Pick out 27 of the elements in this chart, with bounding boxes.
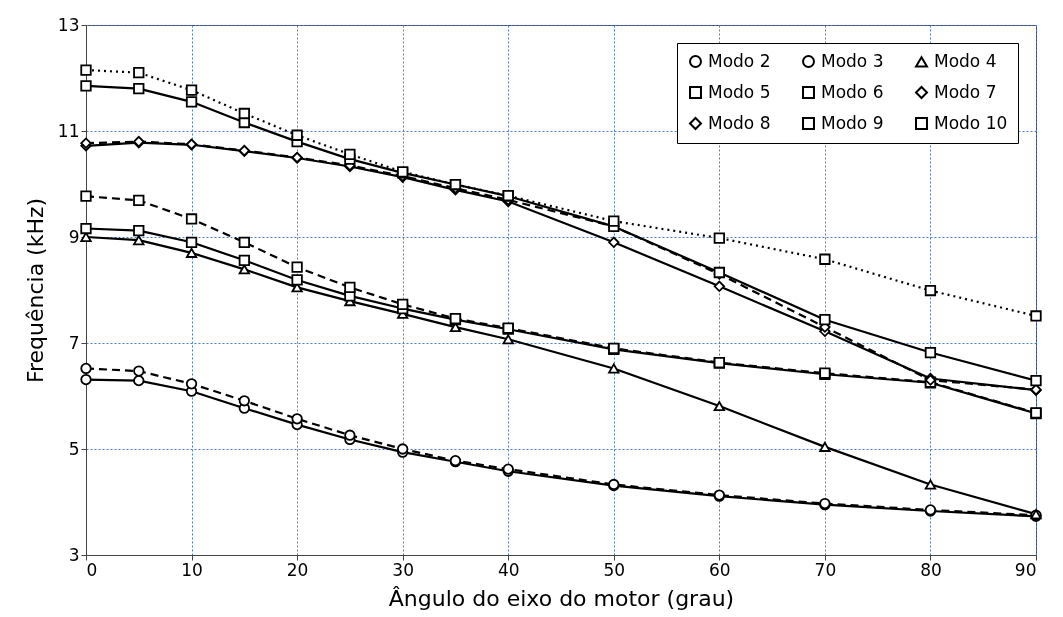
x-tick-label: 0 (86, 559, 98, 580)
x-tick-label: 30 (392, 559, 414, 580)
x-tick-label: 40 (497, 559, 520, 580)
y-tick-label: 7 (68, 332, 80, 353)
legend-label: Modo 2 (708, 50, 771, 71)
legend-label: Modo 10 (934, 112, 1008, 133)
y-tick-label: 11 (57, 120, 80, 141)
y-tick-label: 5 (68, 438, 80, 459)
legend-label: Modo 4 (934, 50, 997, 71)
x-tick-label: 80 (920, 559, 942, 580)
y-tick-label: 3 (68, 544, 80, 565)
y-tick-label: 9 (68, 226, 80, 247)
legend-label: Modo 7 (934, 81, 997, 102)
x-tick-label: 20 (286, 559, 309, 580)
x-tick-label: 70 (814, 559, 837, 580)
y-axis-title: Frequência (kHz) (22, 197, 48, 384)
x-axis-title: Ângulo do eixo do motor (grau) (388, 585, 735, 611)
x-tick-label: 90 (1014, 559, 1037, 580)
x-tick-label: 50 (603, 559, 626, 580)
x-tick-label: 60 (709, 559, 731, 580)
legend-label: Modo 6 (821, 81, 884, 102)
legend-label: Modo 3 (821, 50, 884, 71)
legend-label: Modo 8 (708, 112, 771, 133)
legend-label: Modo 9 (821, 112, 884, 133)
legend-label: Modo 5 (708, 81, 771, 102)
x-tick-label: 10 (181, 559, 203, 580)
y-tick-label: 13 (57, 14, 80, 35)
